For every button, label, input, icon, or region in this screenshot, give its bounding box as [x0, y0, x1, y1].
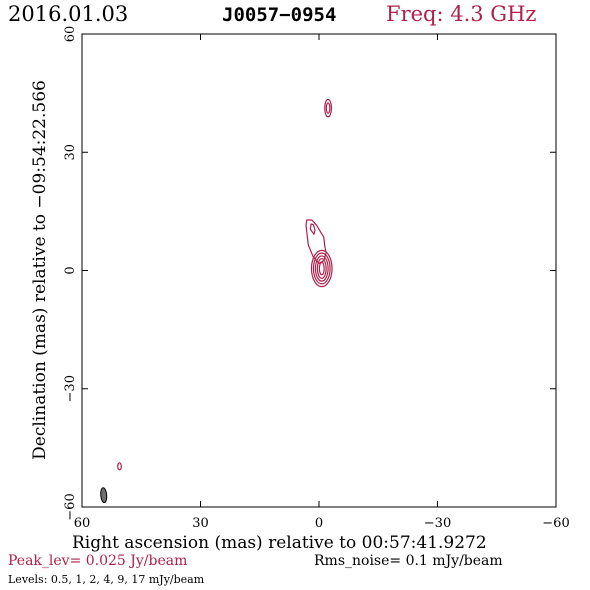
beam-ellipse: [100, 487, 108, 504]
contour-extended-outer: [305, 219, 327, 264]
x-tick-label: 60: [74, 516, 91, 531]
peak-level: Peak_lev= 0.025 Jy/beam: [8, 553, 188, 569]
y-tick-label: 30: [63, 144, 78, 161]
rms-noise: Rms_noise= 0.1 mJy/beam: [314, 553, 503, 569]
source-name: J0057−0954: [222, 4, 337, 26]
y-axis-label: Declination (mas) relative to −09:54:22.…: [30, 80, 50, 460]
x-axis-label: Right ascension (mas) relative to 00:57:…: [72, 533, 487, 553]
contour-core: [312, 252, 331, 285]
x-tick-label: −30: [424, 516, 451, 531]
contour-levels: Levels: 0.5, 1, 2, 4, 9, 17 mJy/beam: [8, 573, 205, 586]
contour-core: [314, 255, 329, 282]
x-tick-label: −60: [542, 516, 569, 531]
contour-spot-southeast: [117, 462, 122, 471]
contour-core: [316, 258, 327, 279]
contour-knot-north: [324, 98, 333, 118]
contour-core: [310, 249, 333, 288]
contour-extended-inner: [309, 223, 316, 235]
x-tick-label: 30: [192, 516, 209, 531]
x-tick-label: 0: [315, 516, 323, 531]
contour-core: [318, 261, 325, 276]
y-tick-label: 60: [63, 26, 78, 43]
observation-date: 2016.01.03: [8, 2, 129, 26]
y-tick-label: 0: [63, 266, 78, 274]
y-tick-label: −30: [63, 375, 78, 402]
frequency-label: Freq: 4.3 GHz: [386, 2, 537, 26]
y-tick-label: −60: [63, 493, 78, 520]
contour-knot-north: [325, 102, 331, 114]
